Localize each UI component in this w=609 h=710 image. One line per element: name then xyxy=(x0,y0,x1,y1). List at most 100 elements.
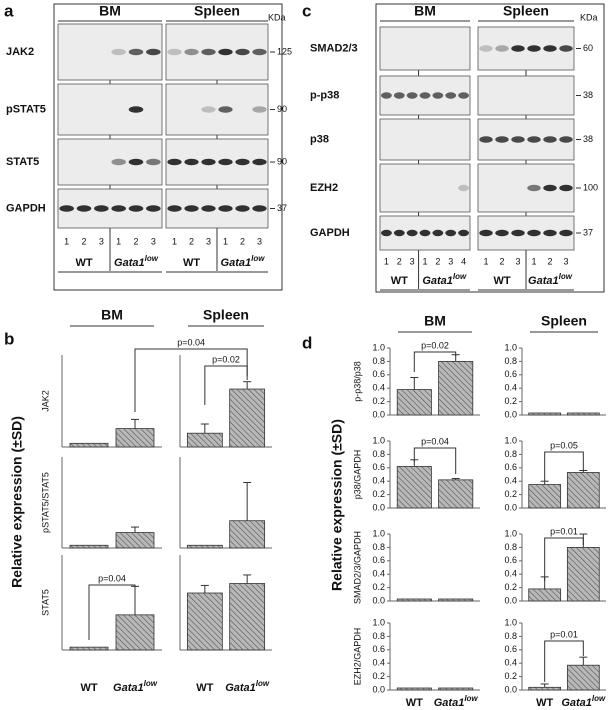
band xyxy=(527,229,541,237)
significance-bracket xyxy=(544,640,584,682)
lane-number: 3 xyxy=(151,236,156,246)
marker-label: 38 xyxy=(583,90,593,100)
genotype-name: Gata1 xyxy=(225,682,256,694)
genotype-sup: low xyxy=(145,254,159,263)
bar xyxy=(438,360,474,416)
marker-label: 37 xyxy=(277,203,287,213)
band xyxy=(218,158,233,166)
band xyxy=(167,205,182,212)
band xyxy=(432,229,444,237)
blot-strip xyxy=(165,83,269,136)
band xyxy=(201,106,216,113)
bar xyxy=(229,583,266,651)
chart-ylabel: EZH2/GAPDH xyxy=(352,628,362,686)
band xyxy=(527,184,541,192)
band xyxy=(559,136,573,143)
lane-number: 1 xyxy=(64,236,69,246)
lane-number: 1 xyxy=(223,236,228,246)
y-tick-label: 0.6 xyxy=(372,369,385,379)
lane-number: 3 xyxy=(563,256,568,266)
lane-number: 4 xyxy=(461,256,466,266)
y-tick-label: 0.6 xyxy=(504,369,517,379)
significance-bracket xyxy=(544,451,584,481)
band xyxy=(252,106,267,113)
lane-number: 1 xyxy=(483,256,488,266)
chart-ylabel: SMAD2/3/GAPDH xyxy=(352,531,362,604)
blot-strip xyxy=(57,138,163,186)
band xyxy=(458,92,469,99)
y-tick-label: 1.0 xyxy=(504,435,517,445)
bar xyxy=(115,614,155,651)
bar xyxy=(115,532,155,549)
band xyxy=(201,48,216,56)
blot-strip xyxy=(379,118,471,161)
error-bar xyxy=(579,656,588,666)
y-tick-label: 0.8 xyxy=(372,449,385,459)
lane-number: 3 xyxy=(515,256,520,266)
blot-strip xyxy=(477,26,575,71)
bar xyxy=(229,388,266,448)
row-label: p-p38 xyxy=(310,89,339,101)
y-tick-label: 0.0 xyxy=(504,409,517,419)
band xyxy=(235,158,250,166)
genotype-name: Gata1 xyxy=(221,257,252,269)
band xyxy=(559,229,573,237)
y-tick-label: 1.0 xyxy=(372,342,385,352)
band xyxy=(543,229,557,237)
band xyxy=(167,48,182,56)
panel-letter: b xyxy=(4,329,14,348)
y-tick-label: 0.4 xyxy=(504,569,517,579)
blot-strip xyxy=(165,138,269,186)
y-tick-label: 0.6 xyxy=(372,644,385,654)
genotype-name: WT xyxy=(391,275,408,287)
genotype-label: Gata1low xyxy=(225,679,270,694)
band xyxy=(511,229,525,237)
band xyxy=(146,158,161,166)
lane-number: 2 xyxy=(81,236,86,246)
bar xyxy=(186,432,223,448)
blot-frame xyxy=(53,3,283,291)
y-tick-label: 0.2 xyxy=(504,671,517,681)
band xyxy=(406,92,418,99)
tissue-header: BM xyxy=(99,3,121,19)
bar xyxy=(528,484,562,509)
genotype-sup: low xyxy=(144,679,158,688)
significance-bracket xyxy=(544,537,584,581)
error-bar xyxy=(243,574,252,584)
band xyxy=(184,158,199,166)
y-tick-label: 0.8 xyxy=(504,356,517,366)
lane-number: 2 xyxy=(133,236,138,246)
lane-number: 2 xyxy=(499,256,504,266)
band xyxy=(458,229,469,237)
bar xyxy=(396,389,432,416)
lane-number: 3 xyxy=(206,236,211,246)
band xyxy=(184,48,199,56)
band xyxy=(252,205,267,212)
bar xyxy=(528,588,562,602)
band xyxy=(128,106,144,113)
genotype-label: Gata1low xyxy=(434,694,479,709)
blot-strip xyxy=(57,83,163,136)
genotype-name: WT xyxy=(196,682,213,694)
y-tick-label: 0.8 xyxy=(372,631,385,641)
bar xyxy=(438,479,474,509)
y-tick-label: 0.8 xyxy=(372,542,385,552)
y-tick-label: 0.8 xyxy=(372,356,385,366)
chart-ylabel: p38/GAPDH xyxy=(352,450,362,500)
genotype-label: WT xyxy=(183,257,200,269)
band xyxy=(128,158,144,166)
y-tick-label: 0.0 xyxy=(504,684,517,694)
genotype-sup: low xyxy=(592,694,606,703)
significance-bracket xyxy=(204,365,248,405)
tissue-header: Spleen xyxy=(541,313,587,329)
band xyxy=(495,45,509,52)
band xyxy=(252,158,267,166)
marker-label: 90 xyxy=(277,104,287,114)
y-tick-label: 0.0 xyxy=(372,502,385,512)
lane-number: 2 xyxy=(240,236,245,246)
blot-strip xyxy=(477,163,575,213)
error-bar xyxy=(200,423,209,434)
y-tick-label: 0.6 xyxy=(504,644,517,654)
genotype-name: Gata1 xyxy=(114,257,145,269)
y-tick-label: 0.0 xyxy=(504,502,517,512)
